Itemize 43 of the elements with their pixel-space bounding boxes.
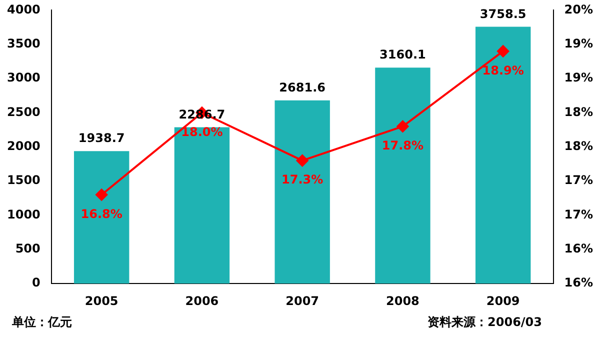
y-tick-label: 4000 [6,2,40,16]
y-tick-label: 0 [32,276,40,290]
x-tick-label: 2007 [286,294,320,308]
y-tick-label: 2500 [6,104,40,119]
data-label: 16.8% [80,206,122,221]
x-tick-label: 2008 [386,294,420,308]
y-tick-label: 3500 [6,36,40,50]
bar [174,127,230,284]
data-label: 18.9% [482,63,524,78]
point [296,154,308,167]
y2-tick-label: 17% [564,207,594,222]
data-label: 17.3% [282,172,324,187]
point [396,120,409,132]
y2-tick-label: 16% [564,276,594,290]
point [96,188,108,201]
y2-tick-label: 19% [564,36,594,50]
text: 2681.6 [279,80,326,94]
y2-tick-label: 17% [564,173,594,188]
y2-tick-label: 18% [564,104,594,119]
data-label: 17.8% [382,138,424,153]
text: 资料来源：2006/03 [428,314,542,331]
y2-tick-label: 19% [564,70,594,85]
y-tick-label: 1500 [6,173,40,188]
text: 3758.5 [480,6,526,21]
x-tick-label: 2006 [185,294,219,308]
text: 1938.7 [78,131,125,146]
data-label: 18.0% [181,124,223,139]
text: 单位：亿元 [12,314,72,331]
bar [74,151,130,284]
x-tick-label: 2005 [84,294,118,308]
y2-tick-label: 20% [564,2,594,16]
text: 3160.1 [380,48,426,62]
y-tick-label: 1000 [6,207,40,222]
y-tick-label: 3000 [6,70,40,85]
x-tick-label: 2009 [486,294,520,308]
bar [375,68,430,284]
y2-tick-label: 16% [564,242,594,256]
bar [274,100,330,284]
y-tick-label: 2000 [6,139,40,154]
y-tick-label: 500 [15,242,40,256]
bar [475,26,531,284]
point [497,45,510,58]
y2-tick-label: 18% [564,139,594,154]
